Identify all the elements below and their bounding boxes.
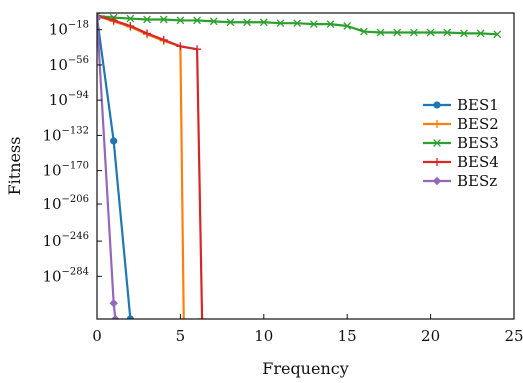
legend-marker xyxy=(433,139,441,147)
x-tick-label: 25 xyxy=(504,327,523,345)
legend-label: BESz xyxy=(457,172,497,190)
y-ticks: 10−18 10−56 10−94 10−132 10−170 10−206 10−246 1… xyxy=(42,20,102,285)
series-besz-point xyxy=(97,13,102,22)
series-bes3-point xyxy=(259,18,268,27)
legend-label: BES2 xyxy=(457,115,499,133)
series-bes1-point xyxy=(126,315,134,319)
series-bes3 xyxy=(97,13,502,39)
series-besz-line xyxy=(97,17,117,319)
y-axis-label: Fitness xyxy=(5,137,24,196)
series-bes3-point xyxy=(393,28,402,37)
series-bes3-point xyxy=(209,17,218,26)
series-bes2-line xyxy=(97,14,185,319)
series-bes3-point xyxy=(176,16,185,25)
legend-label: BES1 xyxy=(457,96,499,114)
legend-item-bes1: BES1 xyxy=(423,96,499,114)
series-layer xyxy=(97,13,502,319)
legend-item-bes4: BES4 xyxy=(423,153,499,171)
series-bes3-point xyxy=(326,20,335,28)
series-bes3-point xyxy=(376,28,385,37)
series-bes3-point xyxy=(126,14,135,23)
x-tick-label: 20 xyxy=(421,327,440,345)
series-bes1-point xyxy=(110,137,118,145)
series-bes1-line xyxy=(97,17,132,319)
legend-marker xyxy=(432,176,442,186)
x-tick-label: 0 xyxy=(92,327,102,345)
series-bes4-point xyxy=(97,13,101,20)
series-bes4-point xyxy=(126,21,135,30)
series-bes3-point xyxy=(143,15,151,24)
series-bes4-point xyxy=(198,315,207,319)
series-bes4-point xyxy=(193,45,202,54)
series-bes3-point xyxy=(343,22,352,30)
series-bes3-point xyxy=(426,28,435,37)
series-bes2-point xyxy=(179,315,188,319)
series-besz-point xyxy=(109,299,118,308)
legend-marker xyxy=(433,101,441,109)
series-besz-point xyxy=(111,314,120,319)
y-tick-label: 10−94 xyxy=(49,90,89,109)
series-bes3-point xyxy=(443,28,452,37)
series-bes3-point xyxy=(309,20,318,28)
y-tick-label: 10−18 xyxy=(49,20,89,39)
series-bes3-point xyxy=(493,30,502,39)
series-bes3-point xyxy=(360,27,368,36)
series-bes3-line xyxy=(97,14,498,36)
legend-marker xyxy=(433,120,441,128)
series-bes4 xyxy=(97,13,207,319)
series-bes3-point xyxy=(243,18,251,27)
y-tick-label: 10−206 xyxy=(42,194,89,213)
legend-item-besz: BESz xyxy=(423,172,497,190)
legend-label: BES4 xyxy=(457,153,499,171)
series-bes4-point xyxy=(143,29,152,38)
x-axis-label: Frequency xyxy=(262,359,349,378)
series-bes3-point xyxy=(293,19,302,28)
series-besz xyxy=(97,13,120,319)
legend-label: BES3 xyxy=(457,134,499,152)
legend-marker xyxy=(433,158,441,166)
y-tick-label: 10−246 xyxy=(42,231,89,250)
y-tick-label: 10−132 xyxy=(42,125,89,144)
series-bes2 xyxy=(97,13,188,319)
y-tick-label: 10−56 xyxy=(49,55,89,74)
series-bes4-point xyxy=(159,35,168,44)
x-tick-label: 15 xyxy=(338,327,357,345)
series-bes3-point xyxy=(476,29,485,38)
x-tick-label: 10 xyxy=(254,327,273,345)
x-ticks: 0 5 10 15 20 25 xyxy=(92,314,523,345)
series-bes3-point xyxy=(159,15,168,24)
y-tick-label: 10−170 xyxy=(42,161,89,180)
legend-item-bes3: BES3 xyxy=(423,134,499,152)
plot-frame xyxy=(96,12,515,320)
series-bes3-point xyxy=(410,28,418,37)
series-bes3-point xyxy=(193,16,201,25)
y-tick-label: 10−284 xyxy=(42,266,89,285)
series-bes4-point xyxy=(176,42,185,51)
series-bes3-point xyxy=(276,19,285,28)
legend-item-bes2: BES2 xyxy=(423,115,499,133)
series-bes3-point xyxy=(226,18,235,27)
series-bes3-point xyxy=(460,29,468,38)
series-bes4-point xyxy=(109,16,118,25)
x-tick-label: 5 xyxy=(176,327,186,345)
